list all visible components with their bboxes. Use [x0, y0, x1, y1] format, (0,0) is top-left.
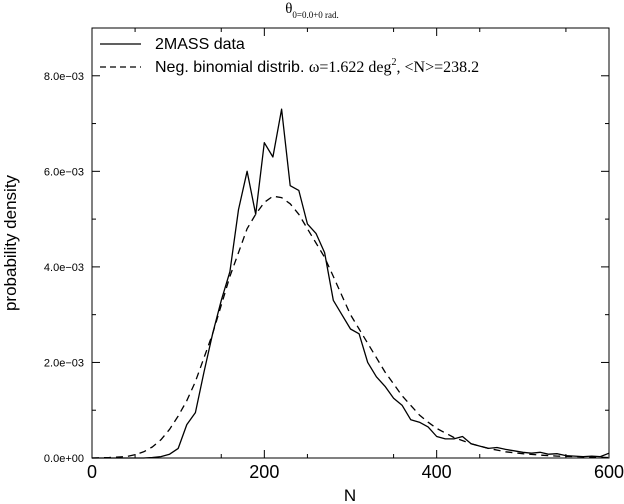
y-tick-label: 6.0e−03	[44, 166, 84, 178]
series-line-negative-binomial	[91, 195, 610, 459]
x-tick-label: 600	[594, 462, 624, 482]
x-tick-label: 200	[249, 462, 279, 482]
legend-label-omega: ω=1.622 deg	[309, 59, 392, 76]
x-tick-label: 400	[422, 462, 452, 482]
chart-title-symbol: θ	[285, 1, 292, 17]
axis-ticks	[91, 28, 610, 459]
x-axis-label: N	[344, 486, 356, 504]
chart-title-subscript: 0=0.0+0 rad.	[292, 10, 338, 20]
y-tick-label: 2.0e−03	[44, 357, 84, 369]
plot-area	[91, 27, 610, 459]
legend-label-negbinomial: Neg. binomial distrib. ω=1.622 deg2, <N>…	[155, 57, 479, 76]
legend: 2MASS data Neg. binomial distrib. ω=1.62…	[100, 36, 479, 76]
series-line-2mass-data	[92, 108, 610, 459]
chart-title: θ0=0.0+0 rad.	[285, 1, 339, 20]
y-tick-label: 0.0e+00	[44, 453, 84, 465]
y-tick-labels: 0.0e+00 2.0e−03 4.0e−03 6.0e−03 8.0e−03	[44, 71, 84, 465]
legend-label-omega-sup: 2	[392, 57, 397, 68]
series-lines	[91, 108, 610, 459]
x-tick-labels: 0 200 400 600	[87, 462, 624, 482]
y-axis-label: probability density	[1, 174, 20, 311]
legend-label-2mass: 2MASS data	[155, 36, 245, 53]
x-tick-label: 0	[87, 462, 97, 482]
y-tick-label: 8.0e−03	[44, 71, 84, 83]
y-tick-label: 4.0e−03	[44, 262, 84, 274]
legend-label-negbinomial-prefix: Neg. binomial distrib.	[155, 59, 309, 76]
legend-label-mean: , <N>=238.2	[397, 59, 480, 76]
